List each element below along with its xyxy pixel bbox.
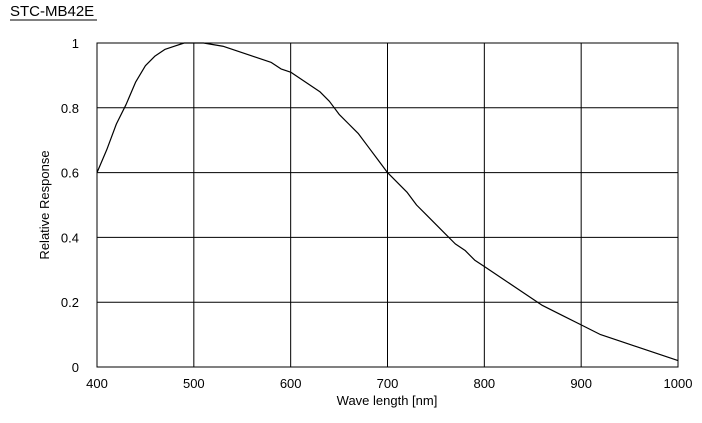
x-tick-label: 400 [86,376,108,391]
y-tick-label: 0.8 [61,101,79,116]
x-tick-label: 1000 [664,376,693,391]
x-tick-label: 800 [473,376,495,391]
y-tick-label: 0.2 [61,295,79,310]
y-axis-label: Relative Response [37,150,52,259]
x-tick-label: 700 [377,376,399,391]
x-tick-label: 900 [570,376,592,391]
series-group [96,42,679,362]
series-line [96,42,679,362]
y-tick-label: 0.6 [61,166,79,181]
y-tick-labels: 0 0.2 0.4 0.6 0.8 1 [61,36,79,375]
chart-title: STC-MB42E [10,3,94,20]
plot-area-border [96,42,679,368]
y-tick-label: 0 [72,360,79,375]
x-tick-label: 500 [183,376,205,391]
x-tick-label: 600 [280,376,302,391]
x-axis-label: Wave length [nm] [337,393,438,408]
grid-lines [96,42,679,368]
y-tick-label: 1 [72,36,79,51]
y-tick-label: 0.4 [61,230,79,245]
x-tick-labels: 400 500 600 700 800 900 1000 [86,376,692,391]
